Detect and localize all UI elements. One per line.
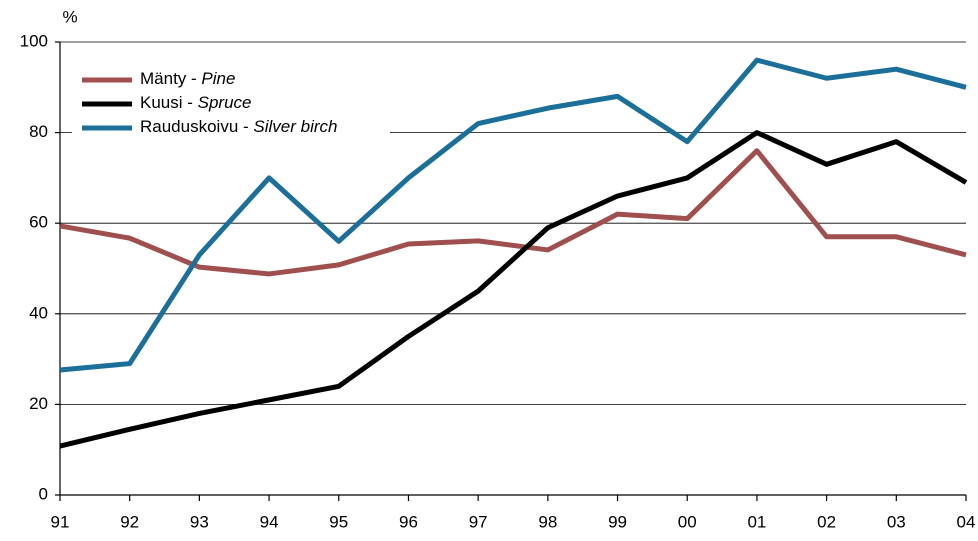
y-tick-label: 40: [29, 303, 48, 322]
x-tick-label: 00: [678, 512, 697, 531]
line-series: [59, 148, 967, 277]
x-tick-label: 03: [887, 512, 906, 531]
x-tick-label: 96: [399, 512, 418, 531]
x-tick-label: 93: [190, 512, 209, 531]
x-tick-label: 97: [469, 512, 488, 531]
x-tick-label: 91: [51, 512, 70, 531]
x-tick-label: 99: [608, 512, 627, 531]
x-tick-label: 92: [120, 512, 139, 531]
y-tick-label: 20: [29, 394, 48, 413]
y-tick-label: 100: [20, 31, 48, 50]
y-axis-label: %: [62, 7, 77, 26]
x-tick-label: 04: [957, 512, 976, 531]
legend-label: Mänty - Pine: [140, 69, 235, 88]
y-tick-label: 80: [29, 122, 48, 141]
x-tick-label: 02: [817, 512, 836, 531]
line-series: [59, 130, 968, 449]
x-tick-label: 95: [329, 512, 348, 531]
x-tick-label: 94: [260, 512, 279, 531]
legend-label: Rauduskoivu - Silver birch: [140, 117, 337, 136]
y-tick-label: 0: [39, 484, 48, 503]
x-tick-label: 01: [747, 512, 766, 531]
line-series: [59, 57, 967, 373]
legend-label: Kuusi - Spruce: [140, 93, 252, 112]
y-tick-label: 60: [29, 213, 48, 232]
x-tick-label: 98: [538, 512, 557, 531]
